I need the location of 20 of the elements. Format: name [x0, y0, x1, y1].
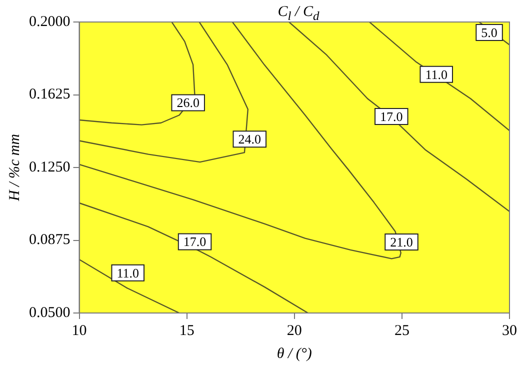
y-tick-label: 0.1625 [29, 86, 70, 103]
annotation: 11.0 [425, 66, 448, 82]
y-tick-label: 0.2000 [29, 14, 70, 30]
chart-title: C$_{l}$ / C$_{d}$ [276, 3, 320, 25]
annotation: 21.0 [390, 234, 413, 250]
x-tick-label: 10 [72, 322, 87, 339]
annotation: 26.0 [176, 95, 200, 110]
x-tick-label: 15 [179, 322, 194, 339]
y-tick-label: 0.1250 [29, 159, 70, 176]
annotation: 5.0 [481, 24, 498, 40]
x-tick-label: 20 [286, 322, 302, 339]
y-tick-label: 0.0500 [29, 304, 70, 321]
y-tick-label: 0.0875 [29, 232, 70, 248]
annotation: 11.0 [116, 265, 140, 280]
annotation: 17.0 [183, 234, 206, 250]
y-axis-title: H / %c mm [6, 134, 23, 202]
annotation: 24.0 [238, 132, 262, 147]
x-tick-label: 30 [502, 322, 517, 339]
x-axis-title: θ / (°) [276, 346, 312, 362]
x-tick-label: 25 [394, 322, 410, 339]
